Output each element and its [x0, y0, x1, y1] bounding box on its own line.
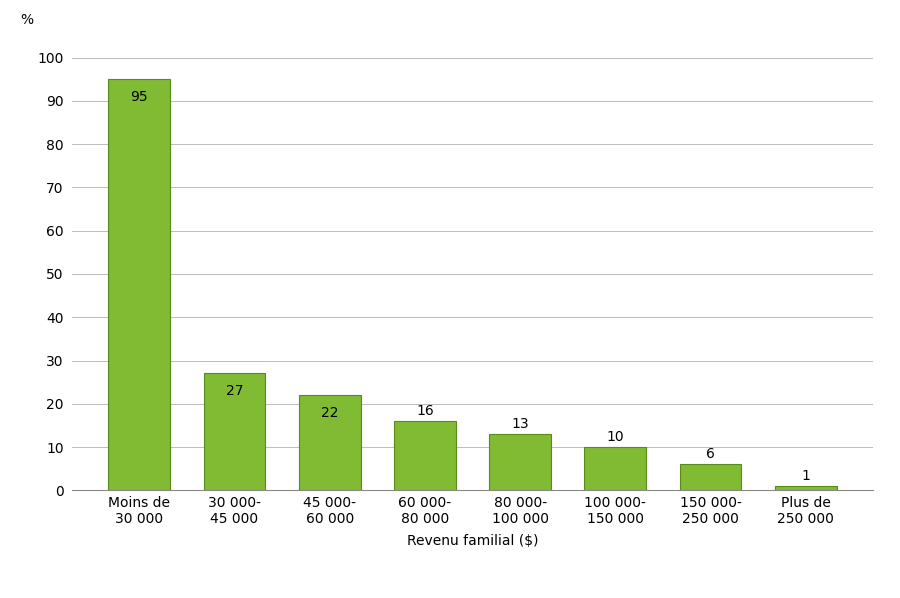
Bar — [203, 374, 266, 490]
Text: 95: 95 — [130, 90, 148, 104]
Bar — [394, 421, 455, 490]
Text: 27: 27 — [226, 385, 243, 398]
Bar — [775, 486, 837, 490]
Bar — [584, 447, 646, 490]
Text: 22: 22 — [321, 406, 338, 420]
Bar — [108, 79, 170, 490]
X-axis label: Revenu familial ($): Revenu familial ($) — [407, 535, 538, 548]
Text: 6: 6 — [706, 447, 715, 461]
Bar — [680, 465, 742, 490]
Bar — [299, 395, 361, 490]
Text: 1: 1 — [801, 469, 810, 483]
Text: 13: 13 — [511, 417, 529, 431]
Text: %: % — [20, 13, 33, 27]
Text: 10: 10 — [607, 429, 624, 444]
Bar — [490, 434, 551, 490]
Text: 16: 16 — [416, 404, 434, 417]
